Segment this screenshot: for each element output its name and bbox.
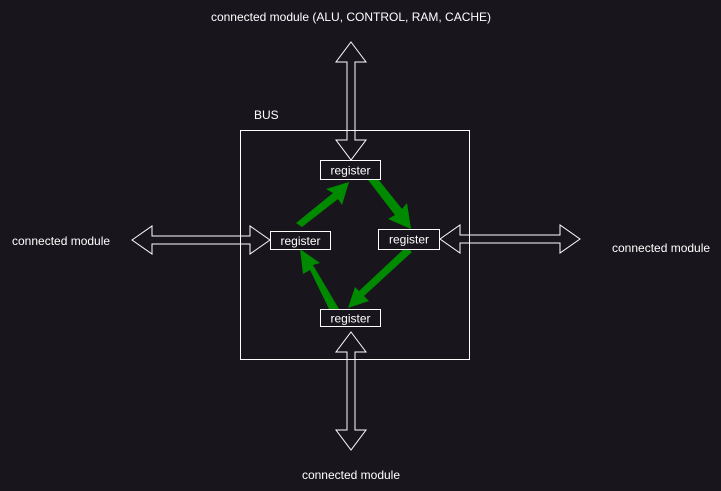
- register-right-label: register: [389, 233, 429, 247]
- top-module-label: connected module (ALU, CONTROL, RAM, CAC…: [211, 10, 491, 24]
- register-top-box: [320, 160, 381, 180]
- right-module-label: connected module: [612, 241, 710, 255]
- bottom-module-label: connected module: [302, 468, 400, 482]
- register-left-box: [270, 231, 331, 250]
- cycle-arrow-left-to-top: [296, 182, 349, 227]
- bottom-double-arrow: [335, 331, 367, 451]
- right-double-arrow: [439, 224, 581, 254]
- cycle-arrow-bottom-to-left: [300, 249, 339, 313]
- top-double-arrow: [335, 41, 367, 161]
- cycle-arrow-top-to-right: [368, 174, 411, 229]
- bus-label: BUS: [254, 108, 279, 122]
- left-module-label: connected module: [12, 234, 110, 248]
- register-bottom-box: [320, 309, 381, 327]
- register-left-label: register: [280, 234, 320, 248]
- register-bottom-label: register: [330, 312, 370, 326]
- cycle-arrow-right-to-bottom: [348, 247, 412, 308]
- left-double-arrow: [131, 225, 271, 255]
- register-top-label: register: [330, 164, 370, 178]
- register-right-box: [378, 229, 440, 250]
